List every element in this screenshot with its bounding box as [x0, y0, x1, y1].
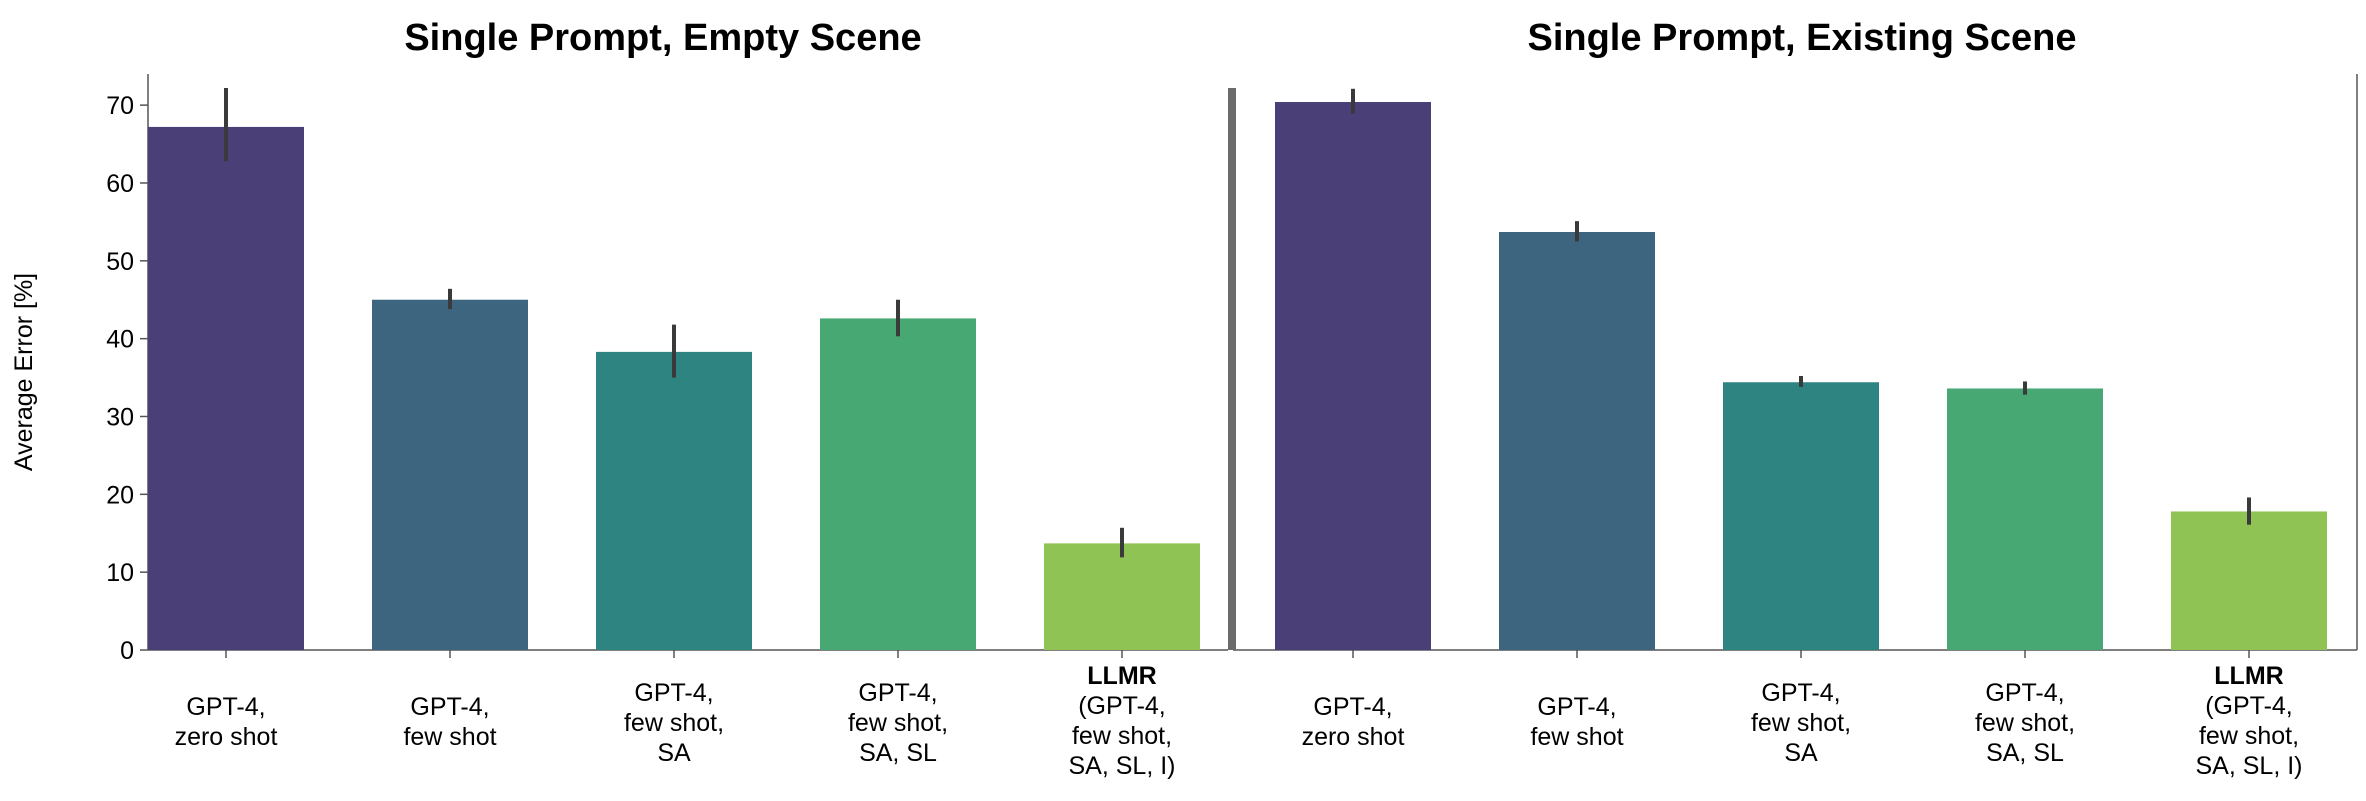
y-tick-label: 70	[106, 92, 134, 120]
x-tick-label-2-4-line-2: few shot,	[1975, 709, 2075, 737]
x-tick-label-1-2-line-1: GPT-4,	[410, 693, 489, 721]
x-tick-label-1-5-line-4: SA, SL, I)	[1069, 752, 1176, 780]
y-tick-label: 40	[106, 326, 134, 354]
x-tick-label-2-5-line-3: few shot,	[2199, 722, 2299, 750]
x-tick-label-2-1-line-2: zero shot	[1302, 723, 1405, 751]
y-tick-label: 10	[106, 559, 134, 587]
x-tick-label-2-5-line-2: (GPT-4,	[2205, 692, 2293, 720]
x-tick-label-1-5-line-1: LLMR	[1087, 662, 1156, 690]
bar-2-5	[2171, 511, 2327, 650]
x-tick-label-1-1-line-1: GPT-4,	[186, 693, 265, 721]
x-tick-label-1-4-line-1: GPT-4,	[858, 679, 937, 707]
x-tick-label-2-2-line-1: GPT-4,	[1537, 693, 1616, 721]
panel-2-title: Single Prompt, Existing Scene	[1527, 17, 2076, 59]
x-tick-label-1-3-line-3: SA	[657, 739, 691, 767]
x-tick-label-1-1-line-2: zero shot	[175, 723, 278, 751]
bar-2-1	[1275, 102, 1431, 651]
bar-2-4	[1947, 388, 2103, 650]
y-axis-label: Average Error [%]	[10, 273, 38, 471]
y-tick-label: 20	[106, 481, 134, 509]
y-tick-label: 30	[106, 403, 134, 431]
x-tick-label-2-4-line-1: GPT-4,	[1985, 679, 2064, 707]
x-tick-label-1-4-line-3: SA, SL	[859, 739, 937, 767]
x-tick-label-1-3-line-2: few shot,	[624, 709, 724, 737]
x-tick-label-1-2-line-2: few shot	[403, 723, 496, 751]
bar-1-1	[148, 126, 304, 650]
y-tick-label: 50	[106, 248, 134, 276]
panel-1-title: Single Prompt, Empty Scene	[404, 17, 921, 59]
bar-1-3	[596, 351, 752, 650]
x-tick-label-1-5-line-3: few shot,	[1072, 722, 1172, 750]
x-tick-label-1-3-line-1: GPT-4,	[634, 679, 713, 707]
x-tick-label-1-5-line-2: (GPT-4,	[1078, 692, 1166, 720]
bar-2-2	[1499, 232, 1655, 650]
x-tick-label-2-1-line-1: GPT-4,	[1313, 693, 1392, 721]
bar-2-3	[1723, 382, 1879, 650]
panel-separator	[1228, 88, 1236, 650]
x-tick-label-2-2-line-2: few shot	[1530, 723, 1623, 751]
bar-1-4	[820, 318, 976, 650]
x-tick-label-1-4-line-2: few shot,	[848, 709, 948, 737]
x-tick-label-2-5-line-1: LLMR	[2214, 662, 2283, 690]
x-tick-label-2-3-line-1: GPT-4,	[1761, 679, 1840, 707]
bar-1-5	[1044, 543, 1200, 650]
y-tick-label: 60	[106, 170, 134, 198]
x-tick-label-2-3-line-2: few shot,	[1751, 709, 1851, 737]
x-tick-label-2-3-line-3: SA	[1784, 739, 1818, 767]
x-tick-label-2-5-line-4: SA, SL, I)	[2196, 752, 2303, 780]
y-tick-label: 0	[120, 637, 134, 665]
x-tick-label-2-4-line-3: SA, SL	[1986, 739, 2064, 767]
bar-1-2	[372, 299, 528, 650]
